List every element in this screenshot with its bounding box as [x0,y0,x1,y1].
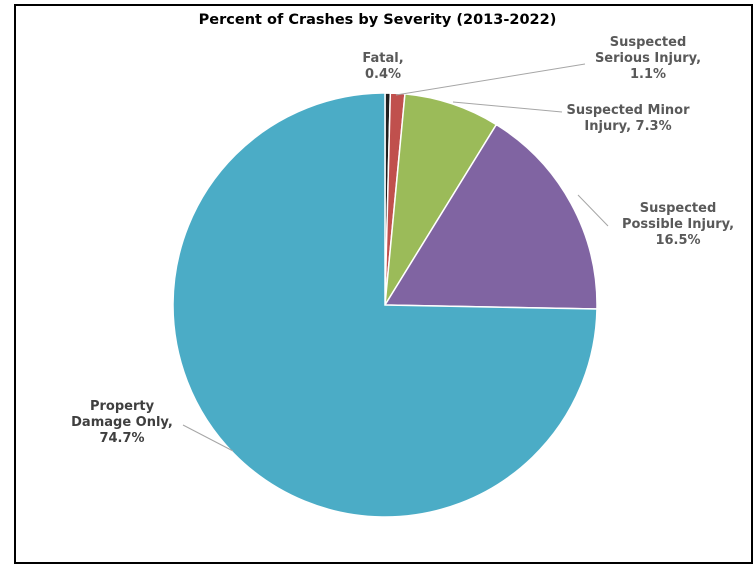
pie-slice-suspected-possible-injury [383,123,598,310]
leader-line [182,424,234,452]
chart-title: Percent of Crashes by Severity (2013-202… [198,12,557,28]
pie-chart: Fatal, 0.4% Suspected Serious Injury, 1.1% Su… [71,35,734,518]
leader-line [452,101,563,113]
leader-line [577,194,609,227]
data-label-property-damage-only: Property Damage Only, 74.7% [71,399,173,446]
data-label-suspected-possible-injury: Suspected Possible Injury, 16.5% [622,201,734,248]
data-label-fatal: Fatal, 0.4% [362,51,403,82]
pie-slice-property-damage-only [172,92,598,518]
data-label-suspected-serious-injury: Suspected Serious Injury, 1.1% [595,35,701,82]
pie-slice-suspected-minor-injury [384,93,498,306]
data-label-suspected-minor-injury: Suspected Minor Injury, 7.3% [566,103,690,134]
leader-line [395,63,586,96]
